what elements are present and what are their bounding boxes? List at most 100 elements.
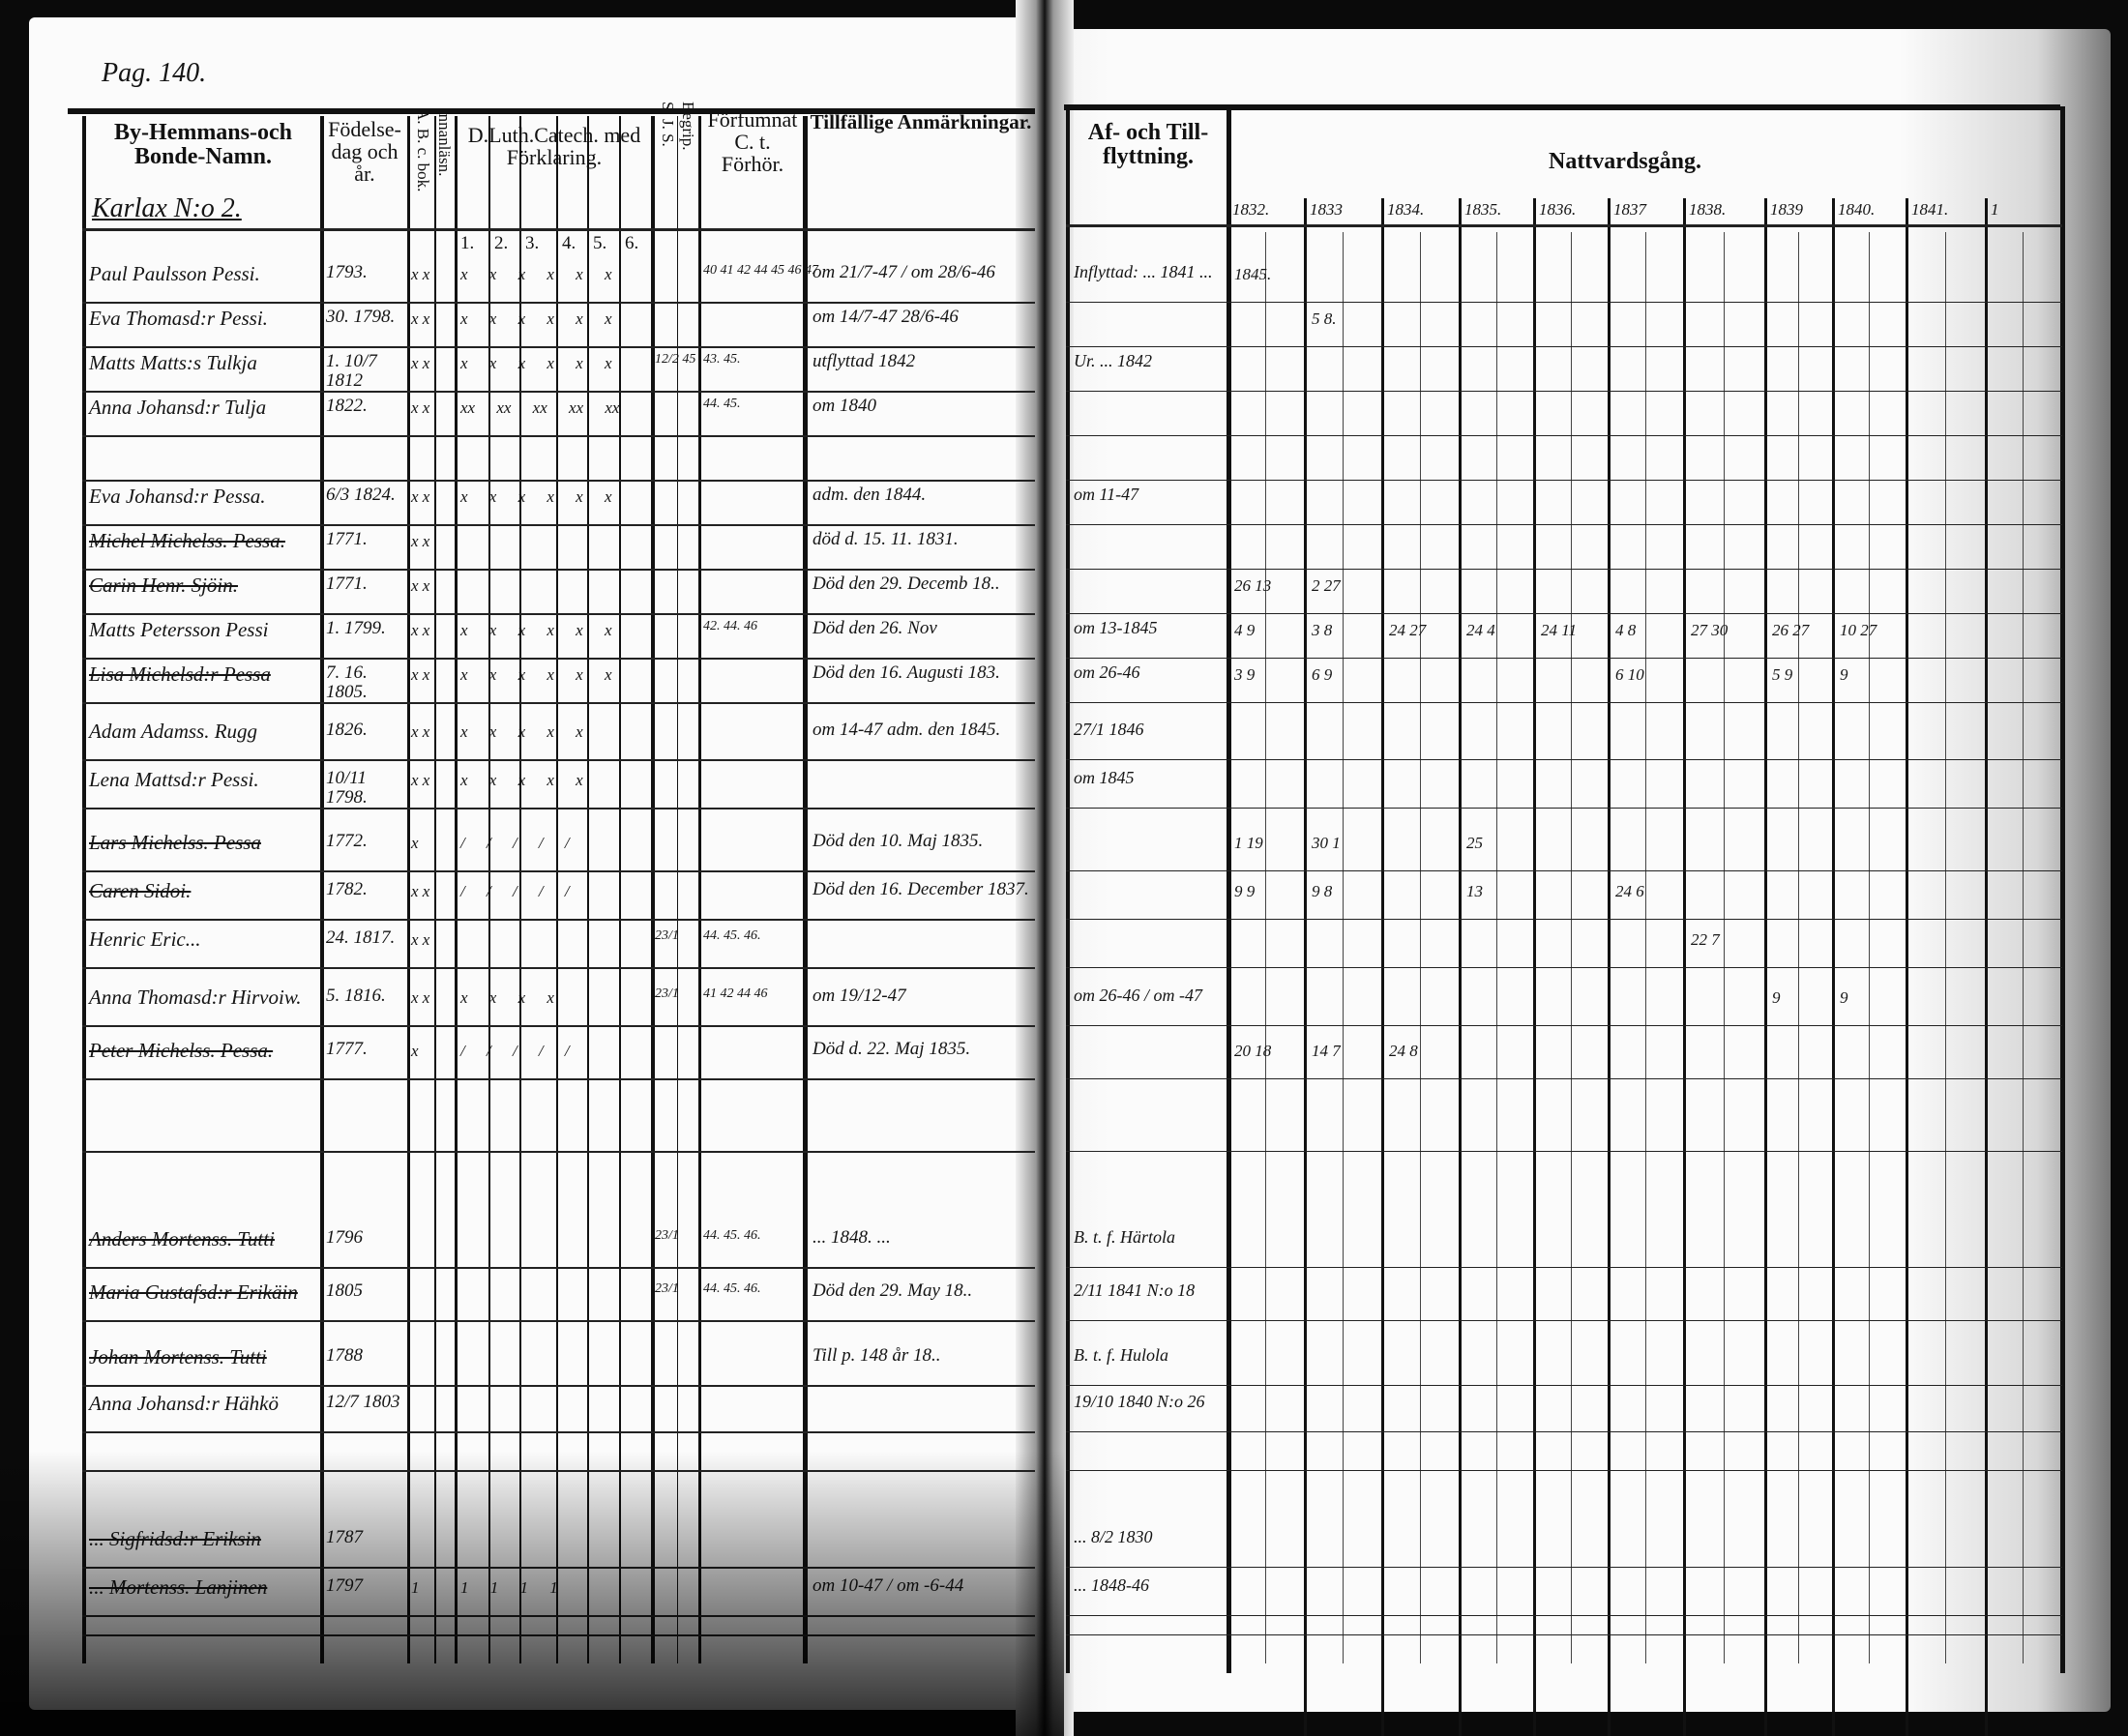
person-name: Henric Eric... [89, 927, 201, 951]
person-name: Paul Paulsson Pessi. [89, 262, 260, 285]
birth-date: 1826. [326, 720, 368, 740]
birth-date: 1777. [326, 1039, 368, 1059]
year-label: 1835. [1464, 200, 1502, 219]
remark: om 19/12-47 [813, 986, 906, 1006]
row-rule [82, 1567, 1035, 1569]
header-communion: Nattvardsgång. [1548, 149, 1701, 174]
catechism-marks: x x x x x x [460, 265, 612, 283]
abc-mark: x x [411, 532, 430, 550]
birth-date: 1805 [326, 1280, 363, 1301]
column-rule [698, 116, 701, 1663]
year-label: 1839 [1770, 200, 1803, 219]
row-rule [82, 391, 1035, 393]
column-rule [803, 116, 808, 1663]
remark: om 10-47 / om -6-44 [813, 1575, 964, 1596]
person-name: Caren Sidoi. [89, 879, 192, 902]
left-page [29, 17, 1040, 1710]
row-rule [1066, 480, 2062, 481]
birth-date: 1797 [326, 1575, 363, 1596]
remark: om 14-47 adm. den 1845. [813, 720, 1001, 740]
catechism-marks: x x x x x [460, 771, 583, 789]
row-rule [1066, 759, 2062, 760]
catechism-marks: 1 1 1 1 [460, 1578, 558, 1597]
birth-date: 30. 1798. [326, 307, 396, 327]
top-rule [1064, 104, 2060, 110]
column-rule [407, 116, 410, 1663]
communion-entry: 3 8 [1312, 621, 1333, 639]
header-moved: Af- och Till-flyttning. [1087, 120, 1209, 170]
communion-entry: 5 8. [1312, 309, 1337, 328]
catech-part-label: 6. [625, 233, 639, 253]
communion-entry: 5 9 [1772, 665, 1793, 684]
catechism-marks: xx xx xx xx xx [460, 398, 620, 417]
communion-entry: 22 7 [1691, 930, 1720, 949]
moving-note: om 26-46 [1074, 662, 1140, 682]
person-name: Adam Adamss. Rugg [89, 720, 258, 743]
subcolumn-rule [1495, 232, 1497, 1663]
row-rule [1066, 1470, 2062, 1471]
row-rule [1066, 1267, 2062, 1268]
row-rule [1066, 1567, 2062, 1568]
remark: Död den 26. Nov [813, 618, 937, 638]
remark: Död d. 22. Maj 1835. [813, 1039, 971, 1059]
forhor-years: 42. 44. 46 [703, 619, 757, 633]
year-label: 1836. [1539, 200, 1577, 219]
abc-mark: x x [411, 665, 430, 684]
subcolumn-rule [1869, 232, 1870, 1663]
communion-entry: 24 6 [1615, 882, 1644, 900]
person-name: ... Mortenss. Lanjinen [89, 1575, 268, 1599]
abc-mark: x x [411, 576, 430, 595]
person-name: Lena Mattsd:r Pessi. [89, 768, 259, 791]
row-rule [1066, 1431, 2062, 1432]
forhor-years: 40 41 42 44 45 46 47 [703, 263, 818, 278]
row-rule [1066, 391, 2062, 392]
moving-note: ... 8/2 1830 [1074, 1527, 1153, 1546]
communion-entry: 25 [1466, 834, 1483, 852]
communion-entry: 6 10 [1615, 665, 1644, 684]
row-rule [82, 967, 1035, 969]
moving-note: B. t. f. Härtola [1074, 1227, 1176, 1247]
communion-entry: 14 7 [1312, 1042, 1341, 1060]
communion-entry: 26 27 [1772, 621, 1810, 639]
birth-date: 1771. [326, 574, 368, 594]
header-rule [1066, 224, 2062, 227]
row-rule [1066, 1151, 2062, 1152]
communion-entry: 13 [1466, 882, 1483, 900]
column-rule [82, 116, 86, 1663]
row-rule [82, 1431, 1035, 1433]
remark: ... 1848. ... [813, 1227, 891, 1248]
forhor-years: 44. 45. 46. [703, 1281, 761, 1296]
catech-part-label: 4. [562, 233, 576, 253]
birth-date: 1. 1799. [326, 618, 386, 638]
year-label: 1837 [1613, 200, 1646, 219]
forhor-years: 41 42 44 46 [703, 986, 768, 1001]
year-label: 1834. [1387, 200, 1425, 219]
communion-entry: 9 8 [1312, 882, 1333, 900]
catechism-marks: x x x x [460, 988, 554, 1007]
sjs-mark: 23/1 [655, 1281, 679, 1296]
communion-entry: 3 9 [1234, 665, 1256, 684]
remark: Till p. 148 år 18.. [813, 1345, 941, 1366]
communion-entry: 30 1 [1312, 834, 1341, 852]
row-rule [82, 1267, 1035, 1269]
birth-date: 24. 1817. [326, 927, 396, 948]
person-name: Matts Matts:s Tulkja [89, 351, 257, 374]
column-rule [619, 116, 621, 1663]
row-rule [82, 1151, 1035, 1153]
abc-mark: x x [411, 930, 430, 949]
column-rule [2060, 106, 2065, 1673]
birth-date: 1. 10/7 1812 [326, 351, 377, 391]
person-name: Carin Henr. Sjöin. [89, 574, 239, 597]
communion-entry: 1 19 [1234, 834, 1263, 852]
birth-date: 1782. [326, 879, 368, 899]
row-rule [1066, 346, 2062, 347]
person-name: Eva Thomasd:r Pessi. [89, 307, 268, 330]
column-rule [587, 116, 589, 1663]
row-rule [82, 1470, 1035, 1472]
page-label: Pag. 140. [102, 58, 207, 88]
row-rule [82, 524, 1035, 526]
catechism-marks: / / / / / [460, 834, 570, 852]
row-rule [82, 759, 1035, 761]
header-innanlasn: Innanläsn. [435, 108, 454, 177]
row-rule [1066, 1385, 2062, 1386]
